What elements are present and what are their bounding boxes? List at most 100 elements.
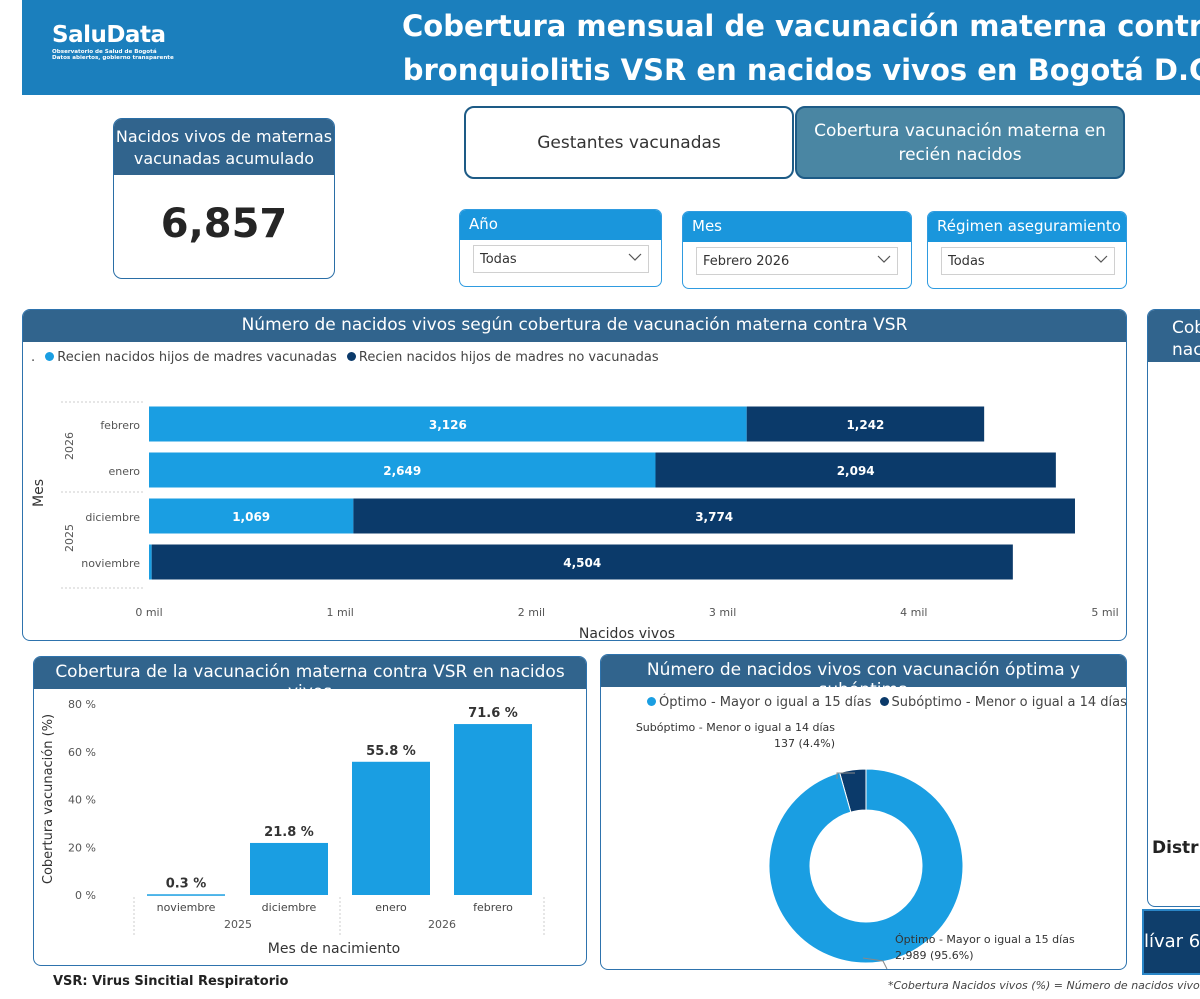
y-tick-label: noviembre	[81, 557, 140, 570]
bar-value-label: 55.8 %	[366, 744, 416, 759]
bar-no-vacunadas	[353, 498, 1075, 534]
page-title: Cobertura mensual de vacunación materna …	[402, 4, 1200, 92]
coverage-chart-title: Cobertura de la vacunación materna contr…	[34, 657, 586, 702]
bar-value-label: 3,126	[429, 418, 467, 432]
legend-item-vacunadas[interactable]: Recien nacidos hijos de madres vacunadas	[45, 350, 337, 365]
bar-no-vacunadas	[746, 406, 985, 442]
leader-line-optimo	[862, 957, 888, 969]
x-tick-label: noviembre	[157, 901, 216, 914]
filter-anio-label: Año	[460, 210, 661, 240]
legend-dot-vacunadas	[45, 352, 55, 361]
x-tick-label: 0 mil	[135, 606, 162, 619]
bar-chart-panel: Número de nacidos vivos según cobertura …	[22, 309, 1127, 641]
bar-vacunadas	[149, 406, 747, 442]
page-title-line2: bronquiolitis VSR en nacidos vivos en Bo…	[402, 53, 1200, 87]
group-label: 2025	[63, 524, 76, 552]
bar-value-label: 0.3 %	[166, 876, 207, 891]
donut-chart: Subóptimo - Menor o igual a 14 días 137 (…	[636, 721, 1075, 969]
y-tick-label: 20 %	[68, 841, 96, 854]
chevron-down-icon	[1094, 255, 1108, 263]
district-panel: Cob nac	[1147, 309, 1200, 907]
legend-item-optimo[interactable]: Óptimo - Mayor o igual a 15 días	[647, 695, 871, 710]
bar-value-label: 21.8 %	[264, 825, 314, 840]
bar-vacunadas	[149, 452, 656, 488]
bar-no-vacunadas	[151, 544, 1013, 580]
donut-slice-optimo	[768, 768, 964, 964]
donut-label-suboptimo-name: Subóptimo - Menor o igual a 14 días	[636, 721, 835, 734]
x-tick-label: 4 mil	[900, 606, 927, 619]
kpi-value: 6,857	[160, 201, 288, 247]
filter-regimen-label: Régimen aseguramiento	[928, 212, 1126, 242]
saludata-logo[interactable]: SaluData Observatorio de Salud de Bogotá…	[52, 22, 174, 61]
leader-line-suboptimo	[836, 772, 855, 779]
locality-button-bolivar[interactable]: lívar 6	[1142, 909, 1200, 975]
bar-chart-legend: . Recien nacidos hijos de madres vacunad…	[31, 350, 659, 365]
logo-name: SaluData	[52, 22, 166, 48]
coverage-bar	[454, 724, 532, 895]
y-tick-label: 60 %	[68, 746, 96, 759]
chevron-down-icon	[877, 255, 891, 263]
legend-label-no-vacunadas: Recien nacidos hijos de madres no vacuna…	[358, 350, 659, 365]
filter-regimen-dropdown[interactable]: Todas	[941, 247, 1115, 275]
logo-tagline: Datos abiertos, gobierno transparente	[52, 55, 174, 61]
header-banner: SaluData Observatorio de Salud de Bogotá…	[22, 0, 1200, 95]
filter-anio-dropdown[interactable]: Todas	[473, 245, 649, 273]
district-title-line2: nac	[1172, 340, 1200, 360]
chevron-down-icon	[628, 253, 642, 261]
group-label: 2026	[63, 432, 76, 460]
donut-label-optimo-value: 2,989 (95.6%)	[895, 949, 974, 962]
filter-regimen-value: Todas	[948, 254, 985, 269]
y-axis-title: Mes	[31, 479, 47, 507]
bar-value-label: 1,069	[232, 510, 270, 524]
bar-vacunadas	[149, 544, 152, 580]
donut-label-optimo-name: Óptimo - Mayor o igual a 15 días	[895, 933, 1075, 946]
bar-value-label: 4,504	[563, 556, 601, 570]
legend-item-suboptimo[interactable]: Subóptimo - Menor o igual a 14 días	[879, 695, 1127, 710]
gestantes-vacunadas-button[interactable]: Gestantes vacunadas	[464, 106, 794, 179]
group-label: 2026	[428, 918, 456, 931]
y-axis-title: Cobertura vacunación (%)	[41, 714, 56, 884]
cobertura-recien-nacidos-button[interactable]: Cobertura vacunación materna en recién n…	[795, 106, 1125, 179]
x-axis-title: Mes de nacimiento	[268, 941, 401, 957]
district-title-line1: Cob	[1172, 318, 1200, 338]
bar-chart-title: Número de nacidos vivos según cobertura …	[23, 310, 1126, 342]
bar-no-vacunadas	[655, 452, 1056, 488]
y-tick-label: febrero	[100, 419, 140, 432]
bar-value-label: 71.6 %	[468, 706, 518, 721]
group-label: 2025	[224, 918, 252, 931]
coverage-bar	[147, 894, 225, 896]
legend-item-no-vacunadas[interactable]: Recien nacidos hijos de madres no vacuna…	[346, 350, 659, 365]
bar-vacunadas	[149, 498, 354, 534]
x-tick-label: 2 mil	[518, 606, 545, 619]
x-tick-label: diciembre	[262, 901, 317, 914]
x-tick-label: 3 mil	[709, 606, 736, 619]
legend-dot-optimo	[647, 697, 656, 706]
legend-dot-no-vacunadas	[346, 352, 356, 361]
x-tick-label: 1 mil	[327, 606, 354, 619]
y-tick-label: 0 %	[75, 889, 96, 902]
legend-label-suboptimo: Subóptimo - Menor o igual a 14 días	[891, 695, 1127, 710]
bar-value-label: 3,774	[695, 510, 733, 524]
filter-regimen: Régimen aseguramiento Todas	[927, 211, 1127, 289]
kpi-card-accumulated: Nacidos vivos de maternas vacunadas acum…	[113, 118, 335, 279]
y-tick-label: 80 %	[68, 698, 96, 711]
filter-anio-value: Todas	[480, 252, 517, 267]
legend-label-vacunadas: Recien nacidos hijos de madres vacunadas	[57, 350, 337, 365]
stacked-bar-chart: 0 mil 1 mil 2 mil 3 mil 4 mil 5 mil Nacidos vi…	[31, 401, 1119, 640]
kpi-label: Nacidos vivos de maternas vacunadas acum…	[114, 119, 334, 175]
y-tick-label: 40 %	[68, 794, 96, 807]
filter-mes-dropdown[interactable]: Febrero 2026	[696, 247, 898, 275]
x-tick-label: febrero	[473, 901, 513, 914]
x-tick-label: enero	[375, 901, 407, 914]
logo-subtitle: Observatorio de Salud de Bogotá	[52, 49, 157, 55]
coverage-bar	[250, 842, 328, 895]
x-tick-label: 5 mil	[1091, 606, 1118, 619]
district-panel-title: Cob nac	[1148, 310, 1200, 362]
legend-dot-suboptimo	[879, 697, 889, 706]
donut-chart-panel: Número de nacidos vivos con vacunación ó…	[600, 654, 1127, 970]
bar-value-label: 2,094	[837, 464, 875, 478]
coverage-chart-panel: Cobertura de la vacunación materna contr…	[33, 656, 587, 966]
filter-anio: Año Todas	[459, 209, 662, 287]
legend-label-optimo: Óptimo - Mayor o igual a 15 días	[659, 695, 872, 710]
coverage-bar	[352, 761, 430, 895]
